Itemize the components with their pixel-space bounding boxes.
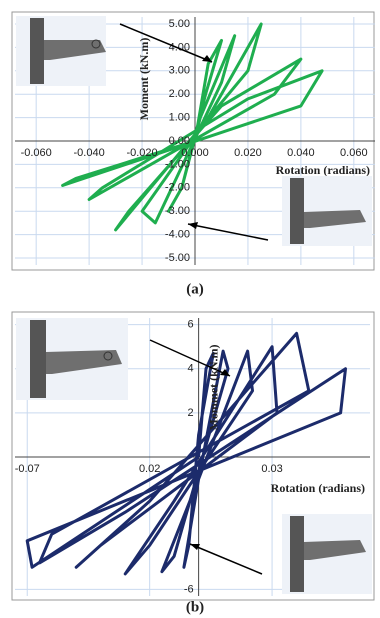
y-tick-label: -3.00: [165, 205, 190, 217]
x-tick-label: 0.040: [287, 147, 315, 159]
y-tick-label: -6: [184, 583, 194, 595]
y-tick-label: 3.00: [169, 65, 190, 77]
y-axis-title: Moment (kN.m): [137, 38, 151, 121]
y-tick-label: 5.00: [169, 18, 190, 30]
chart-b: (b) -0.07 0.02 0.03 -6 2 4 6 Rotation (radians)…: [0, 304, 380, 618]
x-tick-label: 0.020: [234, 147, 262, 159]
x-tick-label: 0.060: [340, 147, 368, 159]
y-tick-label: -1.00: [165, 158, 190, 170]
y-tick-label: 2.00: [169, 88, 190, 100]
x-tick-label: 0.000: [181, 147, 209, 159]
x-tick-label: 0.02: [139, 463, 160, 475]
y-tick-label: 2: [187, 407, 193, 419]
chart-a: (a) -0.060 -0.040 -0.020 0.000 0.020 0.040 0.0…: [0, 0, 380, 300]
x-axis-title: Rotation (radians): [276, 163, 370, 177]
y-tick-label: -2.00: [165, 182, 190, 194]
x-axis-title: Rotation (radians): [271, 481, 365, 495]
x-tick-label: -0.020: [126, 147, 157, 159]
y-tick-label: 4: [187, 363, 193, 375]
page: (a) -0.060 -0.040 -0.020 0.000 0.020 0.040 0.0…: [0, 0, 380, 618]
y-tick-label: -4.00: [165, 228, 190, 240]
caption: (b): [186, 599, 204, 615]
y-axis-title: Mommet (kN.m): [206, 345, 220, 431]
y-tick-label: 1.00: [169, 112, 190, 124]
caption: (a): [186, 281, 204, 297]
x-tick-label: 0.03: [261, 463, 282, 475]
x-tick-label: -0.060: [21, 147, 52, 159]
y-tick-label: 6: [187, 319, 193, 331]
y-tick-label: -5.00: [165, 252, 190, 264]
x-tick-label: -0.07: [15, 463, 40, 475]
x-tick-label: -0.040: [74, 147, 105, 159]
y-tick-label: 0.00: [169, 135, 190, 147]
